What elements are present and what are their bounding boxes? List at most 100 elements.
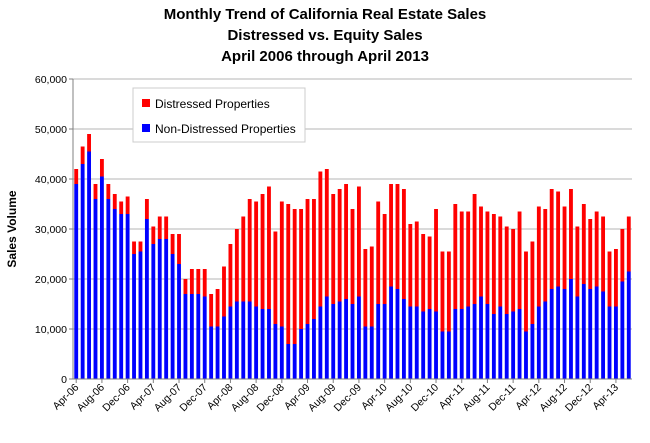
bar-distressed bbox=[363, 249, 368, 327]
bar-non-distressed bbox=[202, 296, 207, 379]
bar-non-distressed bbox=[331, 304, 336, 379]
bar-non-distressed bbox=[588, 289, 593, 379]
bar-distressed bbox=[215, 289, 220, 327]
bar-distressed bbox=[318, 171, 323, 307]
bar-non-distressed bbox=[498, 306, 503, 379]
bar-distressed bbox=[440, 251, 445, 332]
bar-distressed bbox=[74, 169, 79, 184]
y-axis-title: Sales Volume bbox=[5, 190, 19, 267]
legend: Distressed Properties Non-Distressed Pro… bbox=[132, 87, 306, 143]
bar-non-distressed bbox=[138, 251, 143, 379]
bar-non-distressed bbox=[414, 306, 419, 379]
bar-non-distressed bbox=[324, 296, 329, 379]
bar-distressed bbox=[382, 214, 387, 304]
bar-distressed bbox=[222, 266, 226, 317]
bar-distressed bbox=[491, 214, 496, 314]
bar-distressed bbox=[164, 216, 169, 239]
bar-distressed bbox=[524, 251, 528, 332]
bar-non-distressed bbox=[620, 281, 625, 379]
bar-distressed bbox=[498, 216, 503, 307]
bar-non-distressed bbox=[337, 301, 342, 379]
bar-non-distressed bbox=[466, 306, 471, 379]
bar-non-distressed bbox=[222, 316, 226, 379]
bar-non-distressed bbox=[87, 151, 91, 379]
bar-distressed bbox=[267, 186, 271, 309]
bar-non-distressed bbox=[132, 254, 136, 379]
bar-distressed bbox=[286, 204, 291, 344]
bar-distressed bbox=[273, 231, 278, 324]
bar-non-distressed bbox=[607, 306, 612, 379]
legend-label-distressed: Distressed Properties bbox=[155, 97, 270, 111]
bar-non-distressed bbox=[241, 301, 246, 379]
bar-distressed bbox=[183, 279, 188, 294]
x-tick-label: Aug-09 bbox=[306, 382, 339, 415]
bar-distressed bbox=[459, 211, 464, 309]
bar-non-distressed bbox=[556, 286, 561, 379]
bar-non-distressed bbox=[157, 239, 162, 379]
bar-non-distressed bbox=[511, 311, 516, 379]
bar-distressed bbox=[93, 184, 98, 199]
legend-label-non-distressed: Non-Distressed Properties bbox=[155, 122, 296, 136]
bar-distressed bbox=[395, 184, 400, 289]
x-tick-label: Dec-11 bbox=[486, 382, 518, 414]
bar-distressed bbox=[119, 201, 124, 214]
legend-swatch-distressed bbox=[142, 99, 150, 107]
bar-non-distressed bbox=[247, 301, 252, 379]
bar-distressed bbox=[588, 219, 593, 289]
bar-non-distressed bbox=[440, 331, 445, 379]
bar-non-distressed bbox=[395, 289, 400, 379]
bar-non-distressed bbox=[292, 344, 297, 379]
y-tick-label: 40,000 bbox=[35, 174, 67, 186]
bar-non-distressed bbox=[144, 219, 149, 379]
bar-non-distressed bbox=[228, 306, 233, 379]
bar-distressed bbox=[569, 189, 573, 279]
chart-title-line-3: April 2006 through April 2013 bbox=[221, 48, 429, 65]
bar-distressed bbox=[247, 199, 252, 302]
bar-distressed bbox=[466, 211, 471, 307]
bar-distressed bbox=[151, 226, 156, 244]
bar-non-distressed bbox=[196, 294, 201, 379]
bar-non-distressed bbox=[267, 309, 271, 379]
bar-distressed bbox=[479, 206, 483, 297]
y-tick-label: 30,000 bbox=[35, 224, 67, 236]
bar-non-distressed bbox=[562, 289, 567, 379]
bar-non-distressed bbox=[151, 244, 156, 379]
bar-non-distressed bbox=[601, 291, 606, 379]
bar-distressed bbox=[427, 236, 432, 309]
bar-non-distressed bbox=[350, 304, 355, 379]
bar-distressed bbox=[434, 209, 438, 312]
bar-distressed bbox=[132, 241, 136, 254]
bar-distressed bbox=[607, 251, 612, 307]
y-tick-label: 10,000 bbox=[35, 324, 67, 336]
bar-non-distressed bbox=[389, 286, 393, 379]
bar-distressed bbox=[138, 241, 143, 252]
bar-distressed bbox=[562, 206, 567, 289]
bar-distressed bbox=[556, 191, 561, 287]
bar-distressed bbox=[337, 189, 342, 302]
bar-distressed bbox=[530, 241, 535, 324]
bar-non-distressed bbox=[536, 306, 541, 379]
axes bbox=[69, 78, 632, 383]
bar-distressed bbox=[575, 226, 580, 297]
bar-non-distressed bbox=[344, 299, 349, 379]
bar-non-distressed bbox=[569, 279, 573, 379]
bar-non-distressed bbox=[446, 331, 451, 379]
bar-non-distressed bbox=[504, 314, 509, 379]
bar-distressed bbox=[421, 234, 426, 312]
bar-non-distressed bbox=[119, 214, 124, 379]
bar-non-distressed bbox=[177, 264, 181, 379]
bar-distressed bbox=[350, 209, 355, 304]
bar-distressed bbox=[504, 226, 509, 314]
bar-non-distressed bbox=[363, 326, 368, 379]
bar-non-distressed bbox=[215, 326, 220, 379]
bar-distressed bbox=[292, 209, 297, 344]
chart-title: Monthly Trend of California Real Estate … bbox=[0, 4, 650, 67]
bar-distressed bbox=[331, 194, 336, 304]
y-tick-label: 0 bbox=[61, 374, 67, 386]
bar-distressed bbox=[401, 189, 406, 299]
bar-distressed bbox=[581, 204, 586, 284]
bar-distressed bbox=[408, 224, 413, 307]
bar-non-distressed bbox=[279, 326, 284, 379]
